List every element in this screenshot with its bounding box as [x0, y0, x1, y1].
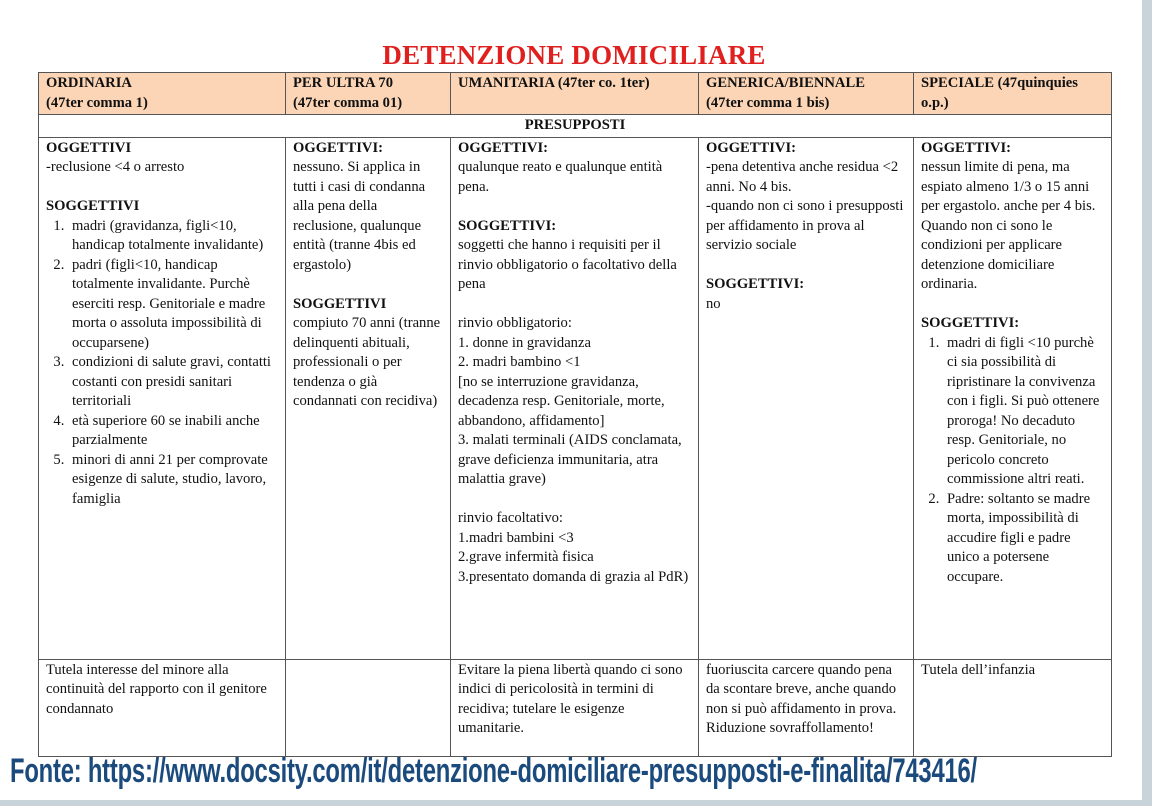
- spacer: [706, 256, 906, 276]
- header-row: ORDINARIA (47ter comma 1) PER ULTRA 70 (47…: [38, 72, 1112, 115]
- column-header-ordinaria: ORDINARIA (47ter comma 1): [38, 72, 286, 115]
- image-border-right: [1142, 0, 1152, 806]
- header-line: (47ter comma 01): [293, 94, 403, 111]
- cell-text: 3. malati terminali (AIDS conclamata, gr…: [458, 432, 682, 487]
- spacer: [458, 197, 691, 217]
- finalita-cell: Tutela dell’infanzia: [913, 658, 1112, 757]
- cell-text: rinvio obbligatorio:: [458, 315, 572, 331]
- list-item: condizioni di salute gravi, contatti cos…: [68, 353, 278, 412]
- section-row: PRESUPPOSTI: [38, 114, 1112, 138]
- cell-text: 1. donne in gravidanza: [458, 334, 591, 351]
- cell-text: compiuto 70 anni (tranne delinquenti abi…: [293, 315, 441, 409]
- cell-text: [no se interruzione gravidanza, decadenz…: [458, 373, 665, 429]
- image-border-bottom: [0, 800, 1152, 806]
- cell-text: nessun limite di pena, ma espiato almeno…: [921, 159, 1096, 292]
- header-line: o.p.): [921, 94, 949, 111]
- presupposti-cell: OGGETTIVI -reclusione <4 o arresto SOGGETT…: [38, 136, 286, 660]
- header-line: (47ter comma 1): [46, 94, 148, 111]
- spacer: [458, 295, 691, 315]
- cell-text: -reclusione <4 o arresto: [46, 159, 185, 175]
- header-line: SPECIALE (47quinquies: [921, 75, 1078, 91]
- header-line: GENERICA/BIENNALE: [706, 75, 865, 91]
- column-header-generica: GENERICA/BIENNALE (47ter comma 1 bis): [698, 72, 914, 115]
- section-heading: OGGETTIVI:: [706, 139, 797, 156]
- section-heading: OGGETTIVI:: [921, 139, 1012, 156]
- header-line: PER ULTRA 70: [293, 75, 394, 91]
- finalita-cell: Tutela interesse del minore alla continu…: [38, 658, 286, 757]
- section-label-presupposti: PRESUPPOSTI: [38, 114, 1112, 138]
- cell-text: 2.grave infermità fisica: [458, 549, 594, 565]
- list-item: madri di figli <10 purchè ci sia possibi…: [943, 334, 1104, 490]
- column-header-ultra-70: PER ULTRA 70 (47ter comma 01): [285, 72, 451, 115]
- cell-text: -pena detentiva anche residua <2 anni. N…: [706, 159, 899, 195]
- cell-text: qualunque reato e qualunque entità pena.: [458, 159, 663, 195]
- list-item: Padre: soltanto se madre morta, impossib…: [943, 490, 1104, 588]
- header-line: UMANITARIA (47ter co. 1ter): [458, 75, 650, 91]
- cell-text: no: [706, 295, 721, 312]
- column-header-speciale: SPECIALE (47quinquies o.p.): [913, 72, 1112, 115]
- cell-text: 1.madri bambini <3: [458, 529, 574, 546]
- list-item: minori di anni 21 per comprovate esigenz…: [68, 451, 278, 510]
- cell-text: nessuno. Si applica in tutti i casi di c…: [293, 159, 426, 273]
- section-heading: OGGETTIVI:: [293, 139, 384, 156]
- finalita-cell: fuoriuscita carcere quando pena da scont…: [698, 658, 914, 757]
- section-heading: SOGGETTIVI: [293, 295, 387, 312]
- column-header-umanitaria: UMANITARIA (47ter co. 1ter): [450, 72, 699, 115]
- cell-text: 2. madri bambino <1: [458, 354, 581, 370]
- cell-text: 3.presentato domanda di grazia al PdR): [458, 568, 689, 585]
- finalita-cell: [285, 658, 451, 757]
- section-heading: SOGGETTIVI:: [921, 315, 1020, 331]
- list-item: padri (figli<10, handicap totalmente inv…: [68, 256, 278, 354]
- header-line: ORDINARIA: [46, 75, 132, 91]
- numbered-list: madri (gravidanza, figli<10, handicap to…: [46, 217, 278, 510]
- cell-text: -quando non ci sono i presupposti per af…: [706, 198, 904, 253]
- page-title: DETENZIONE DOMICILIARE: [382, 40, 766, 70]
- cell-text: soggetti che hanno i requisiti per il ri…: [458, 237, 677, 292]
- section-heading: OGGETTIVI: [46, 139, 132, 156]
- spacer: [458, 490, 691, 510]
- presupposti-cell: OGGETTIVI: nessun limite di pena, ma espi…: [913, 136, 1112, 660]
- section-heading: SOGGETTIVI:: [458, 217, 557, 234]
- finalita-cell: Evitare la piena libertà quando ci sono …: [450, 658, 699, 757]
- list-item: madri (gravidanza, figli<10, handicap to…: [68, 217, 278, 256]
- header-line: (47ter comma 1 bis): [706, 94, 830, 111]
- presupposti-cell: OGGETTIVI: -pena detentiva anche residua …: [698, 136, 914, 660]
- detention-table: ORDINARIA (47ter comma 1) PER ULTRA 70 (47…: [38, 72, 1112, 757]
- presupposti-row: OGGETTIVI -reclusione <4 o arresto SOGGETT…: [38, 136, 1112, 660]
- section-heading: SOGGETTIVI: [46, 198, 140, 214]
- section-heading: SOGGETTIVI:: [706, 276, 805, 292]
- numbered-list: madri di figli <10 purchè ci sia possibi…: [921, 334, 1104, 588]
- spacer: [921, 295, 1104, 315]
- list-item: età superiore 60 se inabili anche parzia…: [68, 412, 278, 451]
- section-heading: OGGETTIVI:: [458, 139, 549, 156]
- presupposti-cell: OGGETTIVI: qualunque reato e qualunque en…: [450, 136, 699, 660]
- source-footer: Fonte: https://www.docsity.com/it/detenz…: [10, 752, 977, 790]
- presupposti-cell: OGGETTIVI: nessuno. Si applica in tutti i…: [285, 136, 451, 660]
- cell-text: rinvio facoltativo:: [458, 510, 563, 526]
- finalita-row: Tutela interesse del minore alla continu…: [38, 658, 1112, 757]
- spacer: [46, 178, 278, 198]
- spacer: [293, 275, 443, 295]
